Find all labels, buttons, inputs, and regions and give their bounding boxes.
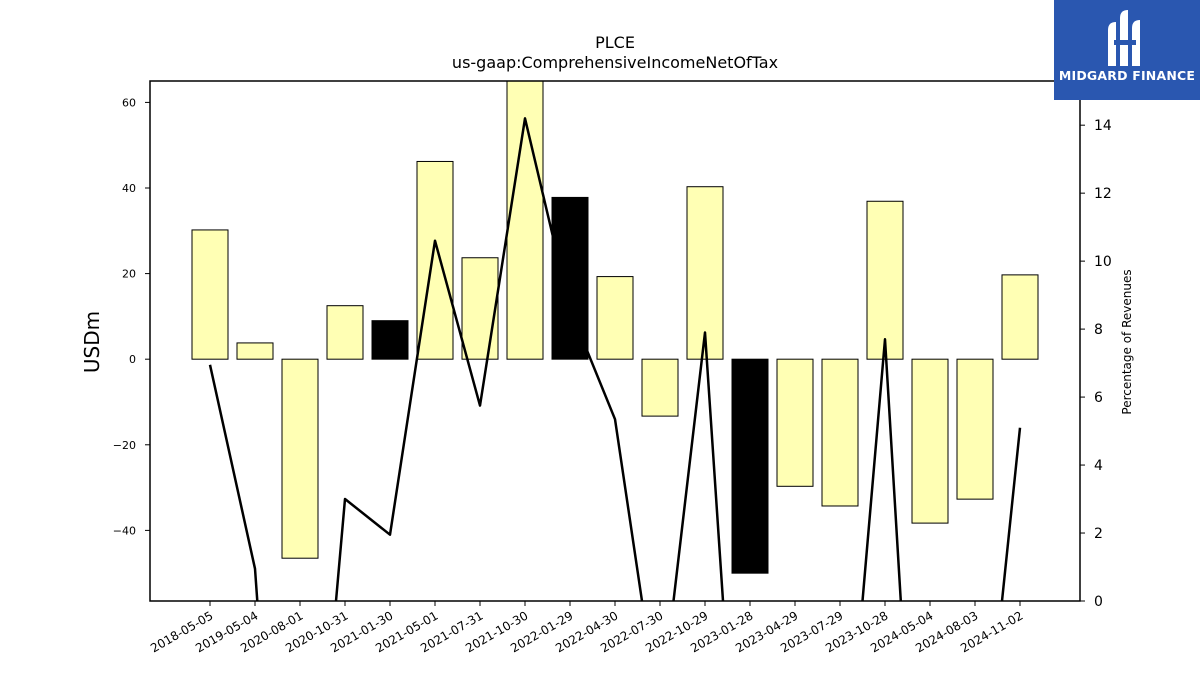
y2-axis-label: Percentage of Revenues xyxy=(1120,269,1134,414)
percentage-line-segment-0 xyxy=(208,364,259,601)
y-tick-label: −40 xyxy=(113,524,136,537)
bar-2021-07-31 xyxy=(461,257,499,360)
y-tick-label: −20 xyxy=(113,439,136,452)
y2-tick-label: 0 xyxy=(1094,594,1103,610)
bar-2022-01-29 xyxy=(551,196,589,360)
bar-2024-05-04 xyxy=(911,358,949,524)
percentage-line-group xyxy=(208,117,1022,601)
chart-title: PLCE xyxy=(595,33,635,52)
y-tick-label: 20 xyxy=(122,268,136,281)
percentage-line-segment-2 xyxy=(672,331,725,601)
y2-tick-label: 6 xyxy=(1094,390,1103,406)
y2-tick-label: 4 xyxy=(1094,458,1103,474)
y2-tick-label: 8 xyxy=(1094,322,1103,338)
chart-subtitle: us-gaap:ComprehensiveIncomeNetOfTax xyxy=(452,53,778,72)
percentage-line-segment-3 xyxy=(861,338,903,601)
y-axis-label: USDm xyxy=(80,311,104,373)
y2-tick-label: 12 xyxy=(1094,186,1112,202)
y-tick-label: 0 xyxy=(129,353,136,366)
logo-text: MIDGARD FINANCE xyxy=(1058,68,1196,83)
y2-tick-label: 10 xyxy=(1094,254,1112,270)
y-tick-label: 40 xyxy=(122,182,136,195)
bar-2021-01-30 xyxy=(371,320,409,360)
y2-tick-label: 2 xyxy=(1094,526,1103,542)
bar-2020-08-01 xyxy=(281,358,319,559)
bar-2022-10-29 xyxy=(686,186,724,360)
bar-2023-10-28 xyxy=(866,200,904,360)
bar-2023-07-29 xyxy=(821,358,859,507)
bar-2019-05-04 xyxy=(236,342,274,360)
percentage-line-segment-4 xyxy=(1000,427,1022,601)
bar-2024-11-02 xyxy=(1001,274,1039,360)
y-tick-label: 60 xyxy=(122,96,136,109)
bars-group xyxy=(191,81,1039,574)
bar-2023-04-29 xyxy=(776,358,814,487)
bar-2024-08-03 xyxy=(956,358,994,500)
bar-2018-05-05 xyxy=(191,229,229,360)
bar-2020-10-31 xyxy=(326,305,364,360)
logo-mark-icon xyxy=(1108,10,1140,66)
bar-2022-07-30 xyxy=(641,358,679,417)
percentage-line-segment-1 xyxy=(334,117,644,601)
bar-2023-01-28 xyxy=(731,358,769,574)
bar-2022-04-30 xyxy=(596,276,634,360)
bar-2021-10-30 xyxy=(506,81,544,360)
midgard-finance-logo: MIDGARD FINANCE xyxy=(1054,0,1200,100)
y2-tick-label: 14 xyxy=(1094,118,1112,134)
